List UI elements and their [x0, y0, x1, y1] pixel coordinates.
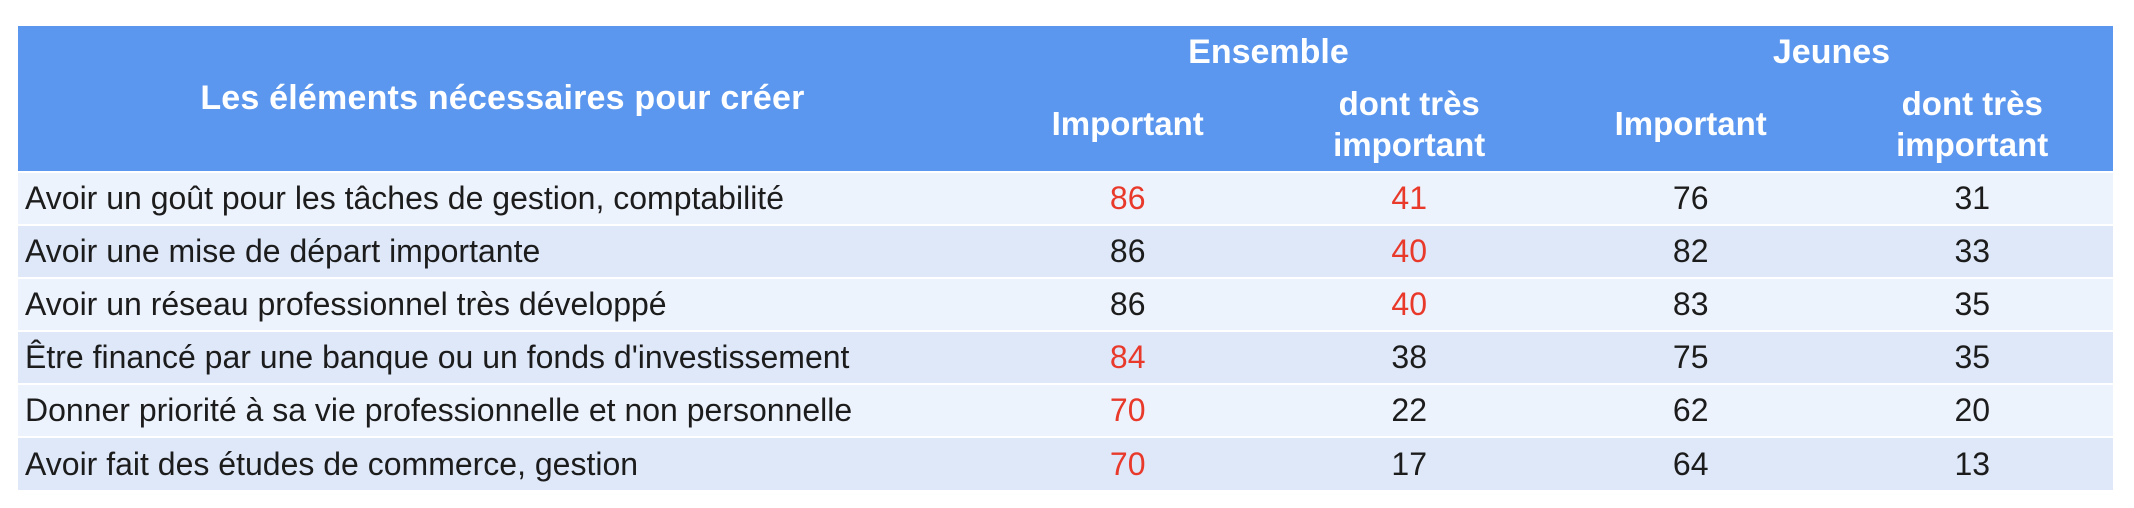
group-header-ensemble: Ensemble — [986, 26, 1550, 78]
group-header-jeunes: Jeunes — [1549, 26, 2113, 78]
cell-value: 31 — [1831, 171, 2113, 225]
cell-value: 75 — [1549, 330, 1832, 384]
cell-value: 35 — [1831, 277, 2113, 331]
cell-value: 40 — [1268, 224, 1550, 278]
cell-value: 70 — [986, 383, 1269, 437]
cell-value: 76 — [1549, 171, 1832, 225]
cell-value: 64 — [1549, 436, 1832, 490]
cell-value: 70 — [986, 436, 1269, 490]
cell-value: 13 — [1831, 436, 2113, 490]
sub-header-label: Important — [1614, 105, 1767, 143]
table-row: Avoir un réseau professionnel très dével… — [18, 277, 2113, 331]
cell-value: 62 — [1549, 383, 1832, 437]
cell-value: 40 — [1268, 277, 1550, 331]
cell-value: 38 — [1268, 330, 1550, 384]
row-label: Avoir un réseau professionnel très dével… — [18, 277, 987, 331]
sub-header-label: Important — [1051, 105, 1204, 143]
row-label: Avoir fait des études de commerce, gesti… — [18, 436, 987, 490]
row-label: Être financé par une banque ou un fonds … — [18, 330, 987, 384]
table-title: Les éléments nécessaires pour créer — [18, 26, 987, 172]
table-row: Être financé par une banque ou un fonds … — [18, 330, 2113, 384]
cell-value: 33 — [1831, 224, 2113, 278]
sub-header-jeunes-important: Important — [1549, 78, 1832, 172]
sub-header-row: Important dont très important Important … — [18, 78, 2113, 172]
cell-value: 82 — [1549, 224, 1832, 278]
cell-value: 17 — [1268, 436, 1550, 490]
cell-value: 86 — [986, 224, 1269, 278]
survey-table: Les éléments nécessaires pour créer Ense… — [18, 26, 2113, 490]
sub-header-label: dont très important — [1896, 85, 2049, 163]
cell-value: 86 — [986, 171, 1269, 225]
row-label: Donner priorité à sa vie professionnelle… — [18, 383, 987, 437]
sub-header-ensemble-tres-important: dont très important — [1268, 78, 1550, 172]
table-row: Avoir un goût pour les tâches de gestion… — [18, 171, 2113, 225]
row-label: Avoir un goût pour les tâches de gestion… — [18, 171, 987, 225]
cell-value: 22 — [1268, 383, 1550, 437]
cell-value: 20 — [1831, 383, 2113, 437]
sub-header-label: dont très important — [1333, 85, 1486, 163]
cell-value: 83 — [1549, 277, 1832, 331]
cell-value: 84 — [986, 330, 1269, 384]
survey-table-container: Les éléments nécessaires pour créer Ense… — [18, 26, 2113, 490]
row-label: Avoir une mise de départ importante — [18, 224, 987, 278]
table-body: Avoir un goût pour les tâches de gestion… — [18, 171, 2113, 490]
sub-header-ensemble-important: Important — [986, 78, 1269, 172]
table-row: Donner priorité à sa vie professionnelle… — [18, 383, 2113, 437]
table-header: Les éléments nécessaires pour créer Ense… — [18, 26, 2113, 172]
group-header-row: Les éléments nécessaires pour créer Ense… — [18, 26, 2113, 172]
table-row: Avoir une mise de départ importante 86 4… — [18, 224, 2113, 278]
cell-value: 41 — [1268, 171, 1550, 225]
cell-value: 86 — [986, 277, 1269, 331]
sub-header-jeunes-tres-important: dont très important — [1831, 78, 2113, 172]
table-row: Avoir fait des études de commerce, gesti… — [18, 436, 2113, 490]
cell-value: 35 — [1831, 330, 2113, 384]
